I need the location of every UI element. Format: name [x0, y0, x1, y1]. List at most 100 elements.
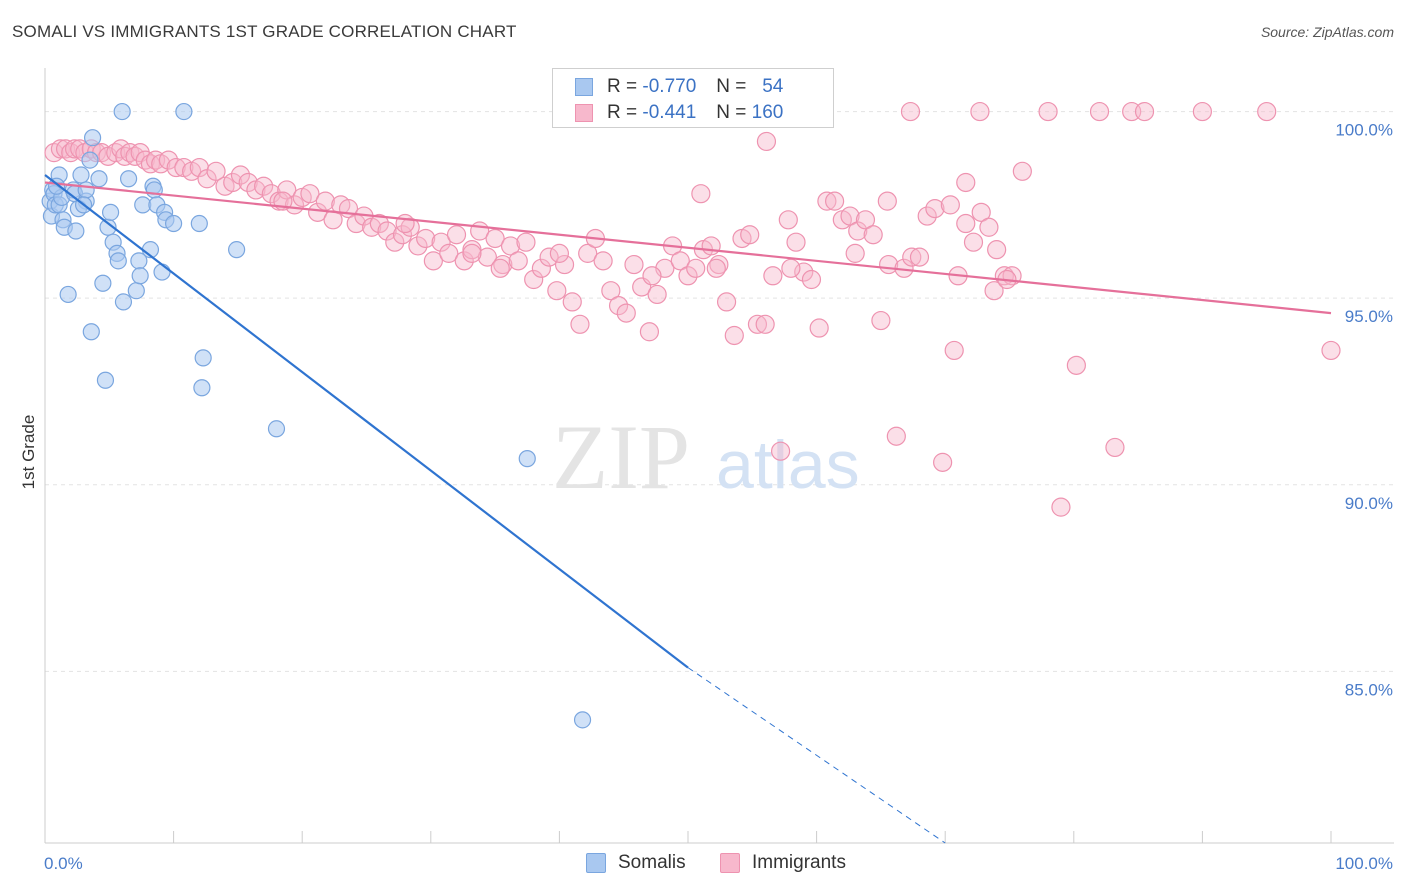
immigrant-point: [979, 217, 999, 237]
immigrant-point: [120, 143, 140, 163]
immigrant-point: [786, 232, 806, 252]
somali-trend-extension: [687, 667, 946, 844]
immigrant-point: [781, 258, 801, 278]
immigrant-point: [756, 131, 777, 152]
immigrant-point: [716, 292, 737, 312]
immigrant-point: [158, 150, 179, 170]
immigrant-point: [454, 251, 474, 271]
somali-point: [59, 285, 77, 304]
somali-trend-line: [44, 174, 689, 669]
immigrant-point: [439, 243, 459, 263]
immigrant-point: [1089, 101, 1110, 122]
immigrant-point: [1257, 101, 1277, 122]
immigrant-point: [902, 247, 922, 267]
bottom-legend: Somalis Immigrants: [0, 852, 1406, 878]
immigrant-point: [956, 213, 976, 234]
immigrant-point: [539, 247, 559, 267]
immigrant-swatch: [720, 853, 740, 873]
immigrant-point: [886, 426, 906, 446]
immigrant-point: [691, 184, 711, 204]
immigrant-point: [900, 101, 921, 122]
immigrant-point: [508, 251, 528, 271]
immigrant-point: [308, 202, 328, 222]
immigrant-point: [369, 213, 389, 234]
immigrant-point: [863, 225, 883, 245]
legend-r-label: R =: [607, 76, 638, 97]
immigrant-point: [608, 296, 629, 316]
immigrant-point: [840, 206, 860, 226]
immigrant-point: [223, 172, 243, 193]
somali-point: [573, 711, 592, 729]
immigrant-point: [701, 236, 721, 256]
tick-labels: 100.0% 95.0% 90.0% 85.0% 0.0% 100.0%: [44, 121, 1393, 873]
immigrant-point: [944, 340, 964, 361]
immigrant-point: [706, 258, 726, 278]
bottom-legend-somalis: Somalis: [586, 852, 686, 874]
immigrant-point: [531, 258, 551, 278]
immigrant-point: [763, 266, 783, 286]
immigrant-point: [917, 206, 937, 226]
immigrant-point: [395, 213, 415, 234]
somali-point: [90, 170, 108, 188]
watermark-atlas: atlas: [716, 427, 860, 503]
somali-point: [114, 293, 133, 311]
immigrant-point: [230, 165, 251, 185]
immigrant-point: [125, 146, 145, 166]
x-tick-label: 100.0%: [1335, 854, 1393, 873]
immigrants-trend-line: [44, 181, 1332, 315]
y-tick-label: 85.0%: [1345, 680, 1393, 699]
immigrant-point: [971, 202, 991, 222]
immigrant-point: [956, 172, 976, 193]
immigrant-point: [624, 254, 644, 275]
immigrant-point: [1105, 437, 1125, 458]
immigrant-point: [431, 232, 451, 252]
somali-point: [94, 274, 112, 292]
somali-point: [175, 102, 193, 121]
somali-swatch: [575, 78, 593, 96]
somali-point: [77, 181, 95, 199]
immigrant-point: [871, 310, 891, 331]
immigrant-point: [423, 251, 443, 271]
bottom-legend-label: Immigrants: [752, 852, 846, 873]
immigrant-point: [261, 184, 281, 204]
immigrant-point: [554, 254, 575, 275]
immigrant-point: [115, 146, 135, 166]
immigrant-point: [601, 281, 621, 301]
immigrant-point: [277, 180, 297, 200]
immigrant-point: [616, 303, 636, 323]
immigrant-point: [416, 228, 436, 249]
immigrant-point: [1192, 101, 1213, 122]
somali-point: [193, 379, 211, 397]
immigrant-point: [817, 191, 837, 211]
legend-n-value: 160: [751, 102, 784, 123]
immigrant-point: [909, 247, 930, 267]
watermark-zip: ZIP: [552, 406, 690, 508]
immigrant-point: [670, 251, 690, 271]
immigrant-point: [485, 228, 505, 249]
x-tick-label: 0.0%: [44, 854, 83, 873]
immigrant-point: [593, 251, 613, 271]
somali-swatch: [586, 853, 606, 873]
immigrant-swatch: [575, 104, 593, 122]
immigrant-point: [848, 221, 868, 241]
immigrant-point: [925, 199, 945, 219]
legend-n-label: N =: [716, 76, 747, 97]
immigrant-point: [1012, 161, 1032, 181]
somali-point: [101, 203, 120, 221]
immigrant-point: [400, 217, 420, 237]
immigrant-point: [642, 266, 662, 286]
y-tick-label: 95.0%: [1345, 307, 1393, 326]
immigrant-point: [206, 161, 226, 181]
legend-n-label: N =: [716, 102, 747, 123]
immigrant-point: [516, 232, 536, 252]
immigrant-point: [135, 150, 155, 170]
somali-point: [83, 129, 102, 147]
somali-point: [131, 267, 149, 285]
somali-point: [67, 222, 85, 240]
immigrant-point: [578, 243, 598, 263]
immigrant-point: [678, 266, 698, 286]
legend-row-somalis: R = -0.770 N = 54: [575, 75, 783, 99]
somali-point: [82, 323, 100, 341]
immigrant-point: [547, 281, 567, 301]
